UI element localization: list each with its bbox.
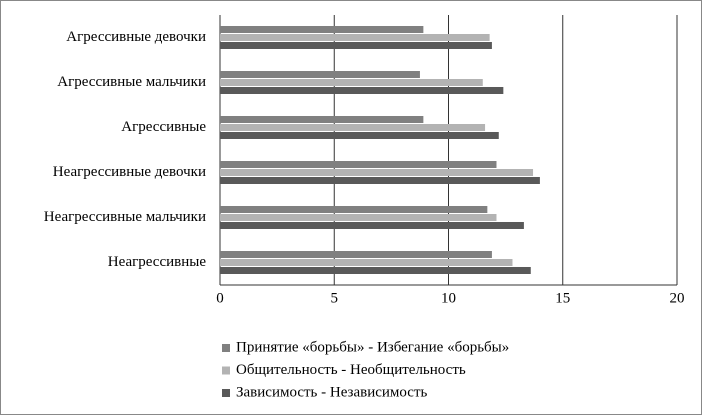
bar — [220, 214, 497, 221]
bar — [220, 206, 488, 213]
bar — [220, 132, 499, 139]
bar — [220, 87, 504, 94]
bar — [220, 177, 540, 184]
bar — [220, 169, 534, 176]
x-tick-label: 0 — [216, 290, 224, 306]
bar — [220, 251, 492, 258]
bar — [220, 222, 524, 229]
x-tick-label: 5 — [331, 290, 339, 306]
bar — [220, 42, 492, 49]
bar — [220, 124, 486, 131]
bar — [220, 161, 497, 168]
legend-swatch — [222, 344, 230, 352]
bar — [220, 116, 424, 123]
bar — [220, 34, 490, 41]
x-tick-label: 20 — [670, 290, 685, 306]
y-tick-label: Неагрессивные мальчики — [44, 209, 206, 225]
bar — [220, 259, 513, 266]
y-tick-label: Агрессивные девочки — [66, 29, 206, 45]
y-tick-label: Агрессивные — [121, 119, 206, 135]
x-tick-label: 10 — [441, 290, 456, 306]
legend-swatch — [222, 366, 230, 375]
y-tick-label: Неагрессивные девочки — [53, 164, 206, 180]
bar — [220, 79, 483, 86]
legend-swatch — [222, 389, 230, 397]
legend-label: Принятие «борьбы» - Избегание «борьбы» — [236, 339, 509, 355]
legend-label: Зависимость - Независимость — [236, 384, 428, 400]
bar — [220, 267, 531, 274]
y-tick-label: Агрессивные мальчики — [57, 74, 206, 90]
bar — [220, 71, 420, 78]
legend-label: Общительность - Необщительность — [236, 362, 466, 378]
bar — [220, 26, 424, 33]
y-tick-label: Неагрессивные — [108, 254, 207, 270]
x-tick-label: 15 — [555, 290, 570, 306]
